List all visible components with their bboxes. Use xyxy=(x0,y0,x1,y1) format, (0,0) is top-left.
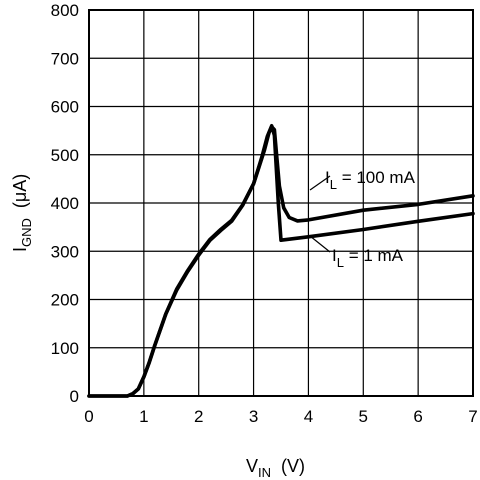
x-tick-label: 5 xyxy=(359,407,368,426)
y-tick-label: 800 xyxy=(51,1,79,20)
x-tick-label: 2 xyxy=(194,407,203,426)
series-lines xyxy=(87,124,475,398)
leader-line-100ma xyxy=(309,175,331,191)
x-tick-label: 4 xyxy=(304,407,313,426)
y-tick-label: 100 xyxy=(51,339,79,358)
leader-line-1ma xyxy=(309,235,331,253)
y-tick-label: 300 xyxy=(51,242,79,261)
series-label-100ma: IL = 100 mA xyxy=(325,168,416,192)
y-tick-label: 700 xyxy=(51,49,79,68)
series-line-0 xyxy=(87,125,475,398)
y-tick-label: 400 xyxy=(51,194,79,213)
x-tick-label: 0 xyxy=(84,407,93,426)
y-tick-labels: 0 100 200 300 400 500 600 700 800 xyxy=(51,1,79,406)
x-tick-labels: 0 1 2 3 4 5 6 7 xyxy=(84,407,477,426)
series-line-1 xyxy=(87,124,475,398)
x-tick-label: 3 xyxy=(249,407,258,426)
plot-frame xyxy=(88,9,474,397)
x-tick-label: 6 xyxy=(413,407,422,426)
x-axis-title: VIN (V) xyxy=(246,456,305,480)
x-tick-label: 1 xyxy=(139,407,148,426)
y-tick-label: 500 xyxy=(51,146,79,165)
y-tick-label: 0 xyxy=(70,387,79,406)
series-label-1ma: IL = 1 mA xyxy=(332,246,404,270)
x-tick-label: 7 xyxy=(468,407,477,426)
y-tick-label: 600 xyxy=(51,98,79,117)
y-tick-label: 200 xyxy=(51,291,79,310)
y-axis-title: IGND(μA) xyxy=(10,174,34,252)
